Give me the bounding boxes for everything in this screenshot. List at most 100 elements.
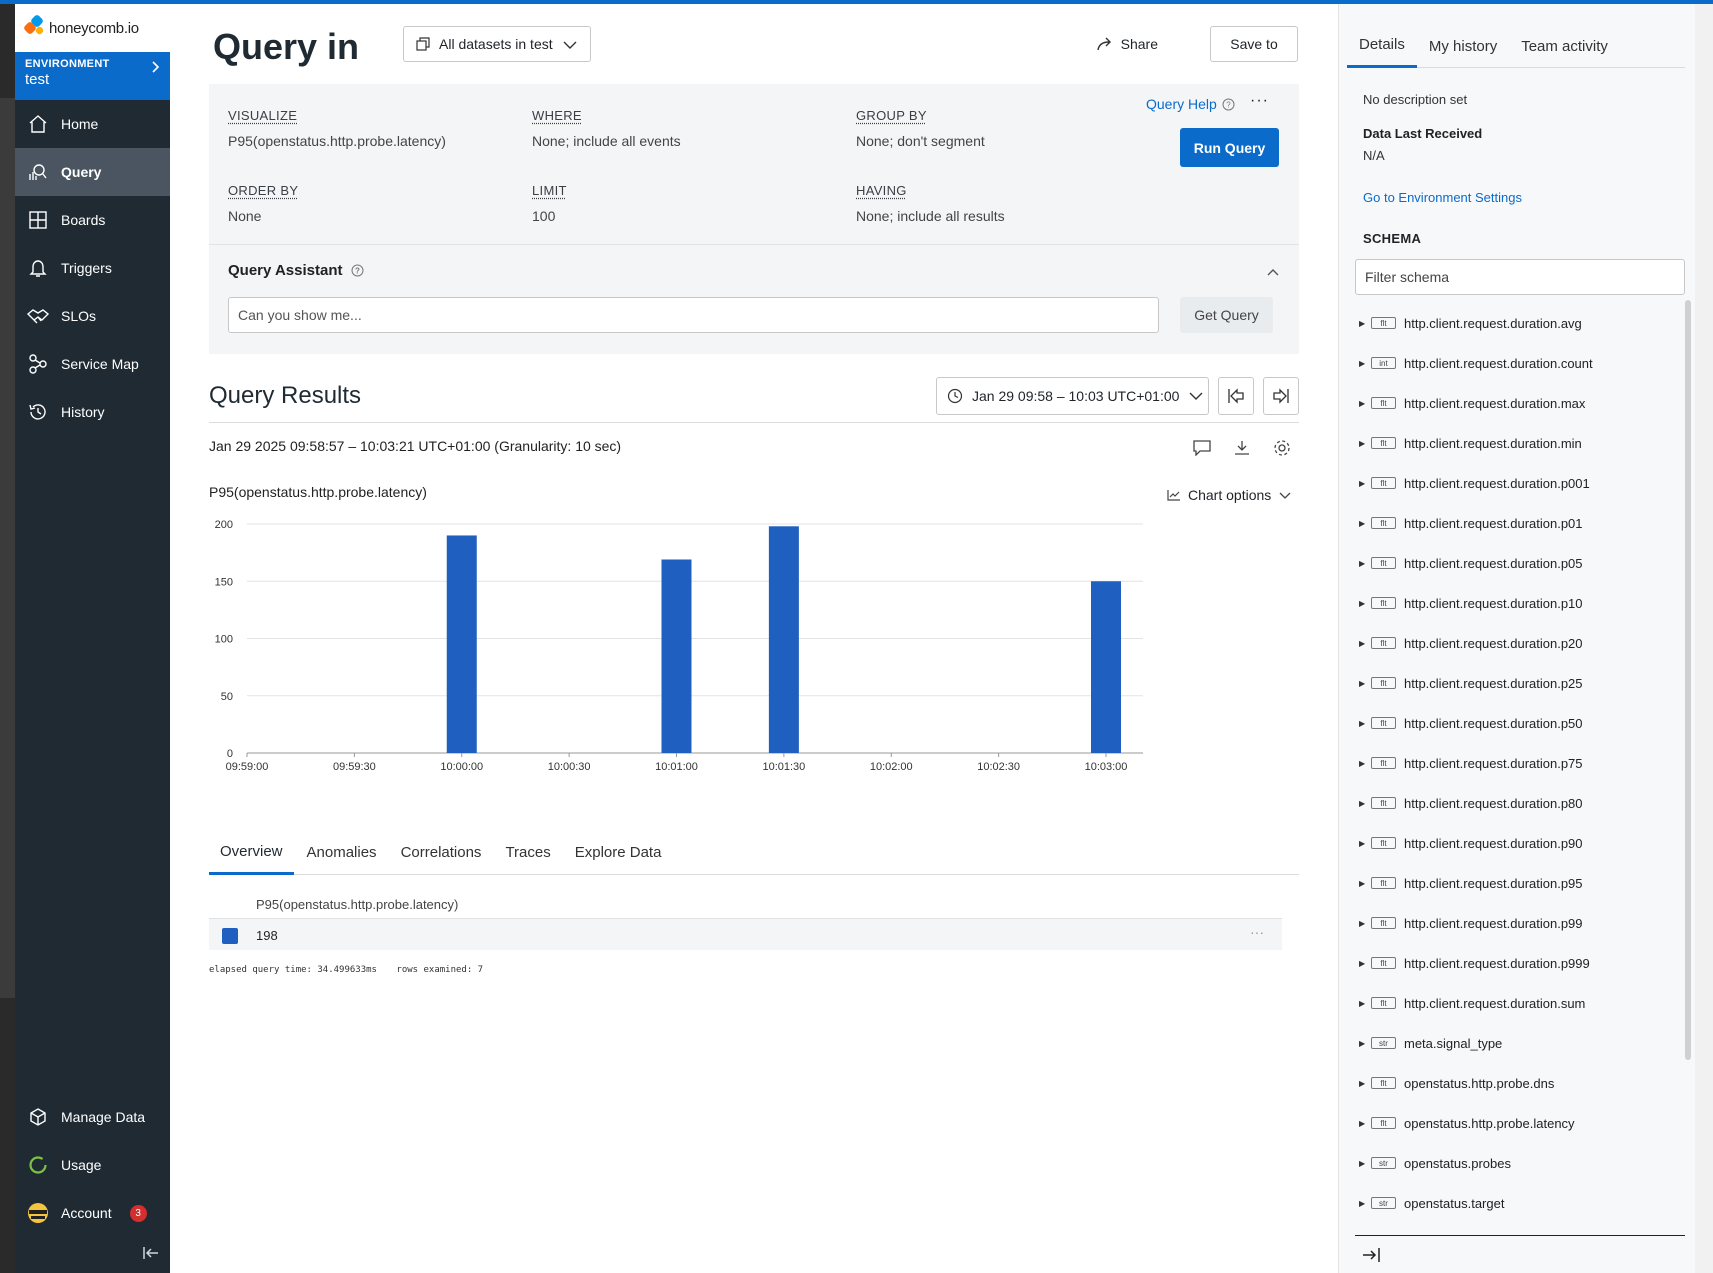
nav-item-manage-data[interactable]: Manage Data — [15, 1093, 170, 1141]
share-button[interactable]: Share — [1096, 26, 1158, 62]
schema-field[interactable]: ▶ flt http.client.request.duration.p999 — [1339, 943, 1684, 983]
dataset-select[interactable]: All datasets in test — [403, 26, 591, 62]
expand-caret-icon[interactable]: ▶ — [1359, 838, 1366, 848]
expand-caret-icon[interactable]: ▶ — [1359, 1118, 1366, 1128]
schema-field[interactable]: ▶ flt openstatus.http.probe.dns — [1339, 1063, 1684, 1103]
schema-field[interactable]: ▶ flt http.client.request.duration.p10 — [1339, 583, 1684, 623]
get-query-button[interactable]: Get Query — [1180, 297, 1273, 333]
nav-item-service-map[interactable]: Service Map — [15, 340, 170, 388]
nav-item-triggers[interactable]: Triggers — [15, 244, 170, 292]
schema-field[interactable]: ▶ flt http.client.request.duration.p25 — [1339, 663, 1684, 703]
run-query-button[interactable]: Run Query — [1180, 128, 1279, 167]
filter-schema-input[interactable] — [1355, 259, 1685, 295]
expand-caret-icon[interactable]: ▶ — [1359, 958, 1366, 968]
svg-text:?: ? — [355, 267, 360, 276]
notification-badge: 3 — [129, 1204, 147, 1222]
expand-caret-icon[interactable]: ▶ — [1359, 598, 1366, 608]
time-back-button[interactable] — [1218, 377, 1254, 415]
expand-caret-icon[interactable]: ▶ — [1359, 1078, 1366, 1088]
comment-icon[interactable] — [1190, 436, 1214, 460]
environment-switcher[interactable]: ENVIRONMENT test — [15, 52, 170, 100]
where-clause[interactable]: WHERE None; include all events — [532, 108, 681, 149]
visualize-clause[interactable]: VISUALIZE P95(openstatus.http.probe.late… — [228, 108, 446, 149]
tab-correlations[interactable]: Correlations — [400, 844, 482, 861]
panel-tab-details[interactable]: Details — [1347, 24, 1417, 68]
expand-caret-icon[interactable]: ▶ — [1359, 638, 1366, 648]
expand-caret-icon[interactable]: ▶ — [1359, 558, 1366, 568]
settings-gear-icon[interactable] — [1270, 436, 1294, 460]
groupby-label: GROUP BY — [856, 108, 927, 123]
expand-caret-icon[interactable]: ▶ — [1359, 678, 1366, 688]
schema-field[interactable]: ▶ flt http.client.request.duration.p95 — [1339, 863, 1684, 903]
schema-field[interactable]: ▶ int http.client.request.duration.count — [1339, 343, 1684, 383]
expand-caret-icon[interactable]: ▶ — [1359, 758, 1366, 768]
expand-caret-icon[interactable]: ▶ — [1359, 358, 1366, 368]
expand-caret-icon[interactable]: ▶ — [1359, 1038, 1366, 1048]
expand-caret-icon[interactable]: ▶ — [1359, 878, 1366, 888]
assistant-input[interactable] — [228, 297, 1159, 333]
expand-caret-icon[interactable]: ▶ — [1359, 718, 1366, 728]
panel-tab-my-history[interactable]: My history — [1428, 37, 1498, 55]
schema-field[interactable]: ▶ flt http.client.request.duration.p001 — [1339, 463, 1684, 503]
schema-field[interactable]: ▶ flt http.client.request.duration.p80 — [1339, 783, 1684, 823]
nav-item-boards[interactable]: Boards — [15, 196, 170, 244]
expand-caret-icon[interactable]: ▶ — [1359, 518, 1366, 528]
schema-scrollbar[interactable] — [1685, 300, 1691, 1060]
time-range-picker[interactable]: Jan 29 09:58 – 10:03 UTC+01:00 — [936, 377, 1209, 415]
panel-tab-team-activity[interactable]: Team activity — [1521, 37, 1608, 55]
tab-anomalies[interactable]: Anomalies — [306, 844, 377, 861]
schema-field[interactable]: ▶ flt http.client.request.duration.avg — [1339, 303, 1684, 343]
schema-field[interactable]: ▶ flt http.client.request.duration.max — [1339, 383, 1684, 423]
nav-item-slos[interactable]: SLOs — [15, 292, 170, 340]
expand-caret-icon[interactable]: ▶ — [1359, 918, 1366, 928]
schema-field[interactable]: ▶ str meta.signal_type — [1339, 1023, 1684, 1063]
schema-field[interactable]: ▶ flt http.client.request.duration.min — [1339, 423, 1684, 463]
expand-caret-icon[interactable]: ▶ — [1359, 438, 1366, 448]
expand-caret-icon[interactable]: ▶ — [1359, 318, 1366, 328]
logo[interactable]: honeycomb.io — [15, 4, 170, 52]
query-help-link[interactable]: Query Help ? — [1146, 96, 1235, 112]
table-row[interactable]: 198 ··· — [209, 918, 1282, 950]
limit-clause[interactable]: LIMIT 100 — [532, 183, 567, 224]
expand-caret-icon[interactable]: ▶ — [1359, 1198, 1366, 1208]
expand-caret-icon[interactable]: ▶ — [1359, 478, 1366, 488]
expand-caret-icon[interactable]: ▶ — [1359, 798, 1366, 808]
more-options-icon[interactable]: ··· — [1250, 92, 1269, 109]
time-forward-button[interactable] — [1263, 377, 1299, 415]
field-type-badge: flt — [1371, 517, 1396, 529]
expand-caret-icon[interactable]: ▶ — [1359, 1158, 1366, 1168]
schema-field[interactable]: ▶ flt http.client.request.duration.sum — [1339, 983, 1684, 1023]
having-clause[interactable]: HAVING None; include all results — [856, 183, 1005, 224]
schema-field[interactable]: ▶ str openstatus.probes — [1339, 1143, 1684, 1183]
chart-options-button[interactable]: Chart options — [1167, 487, 1291, 503]
tab-overview[interactable]: Overview — [209, 830, 294, 875]
help-circle-icon[interactable]: ? — [351, 264, 364, 277]
nav-item-account[interactable]: Account 3 — [15, 1189, 170, 1237]
schema-field[interactable]: ▶ flt http.client.request.duration.p20 — [1339, 623, 1684, 663]
download-icon[interactable] — [1230, 436, 1254, 460]
schema-field[interactable]: ▶ flt http.client.request.duration.p90 — [1339, 823, 1684, 863]
chevron-up-icon[interactable] — [1267, 263, 1279, 281]
collapse-sidebar-button[interactable] — [15, 1237, 170, 1273]
schema-field[interactable]: ▶ str openstatus.target — [1339, 1183, 1684, 1223]
nav-item-query[interactable]: Query — [15, 148, 170, 196]
expand-caret-icon[interactable]: ▶ — [1359, 998, 1366, 1008]
nav-item-history[interactable]: History — [15, 388, 170, 436]
orderby-clause[interactable]: ORDER BY None — [228, 183, 298, 224]
schema-field[interactable]: ▶ flt http.client.request.duration.p05 — [1339, 543, 1684, 583]
groupby-clause[interactable]: GROUP BY None; don't segment — [856, 108, 985, 149]
nav-item-home[interactable]: Home — [15, 100, 170, 148]
nav-item-usage[interactable]: Usage — [15, 1141, 170, 1189]
schema-field[interactable]: ▶ flt http.client.request.duration.p99 — [1339, 903, 1684, 943]
environment-settings-link[interactable]: Go to Environment Settings — [1363, 190, 1522, 205]
tab-traces[interactable]: Traces — [505, 844, 551, 861]
schema-field[interactable]: ▶ flt http.client.request.duration.p01 — [1339, 503, 1684, 543]
row-more-icon[interactable]: ··· — [1250, 924, 1264, 940]
schema-field[interactable]: ▶ flt http.client.request.duration.p75 — [1339, 743, 1684, 783]
collapse-panel-button[interactable] — [1355, 1235, 1685, 1273]
schema-field[interactable]: ▶ flt http.client.request.duration.p50 — [1339, 703, 1684, 743]
tab-explore-data[interactable]: Explore Data — [574, 844, 662, 861]
expand-caret-icon[interactable]: ▶ — [1359, 398, 1366, 408]
schema-field[interactable]: ▶ flt openstatus.http.probe.latency — [1339, 1103, 1684, 1143]
save-to-button[interactable]: Save to — [1210, 26, 1298, 62]
